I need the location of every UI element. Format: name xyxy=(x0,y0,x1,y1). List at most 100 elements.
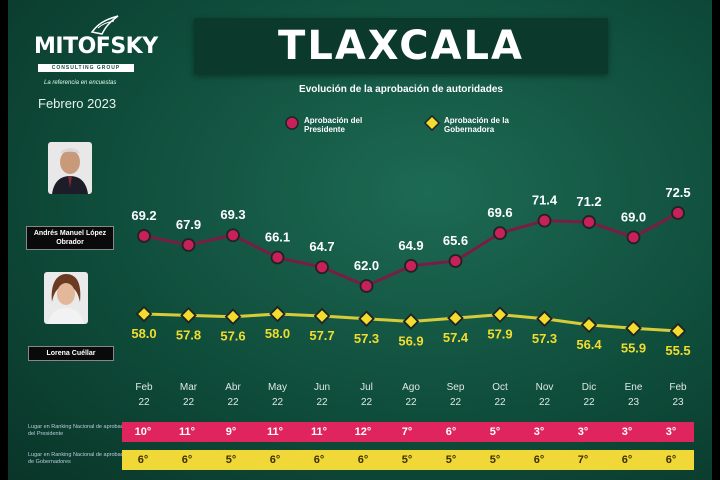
point-president-7 xyxy=(448,254,463,268)
x-tick-month-1: Mar xyxy=(180,382,198,393)
rank-cell-governor-6: 5° xyxy=(386,450,430,470)
x-tick-month-0: Feb xyxy=(135,382,153,393)
x-tick-month-7: Sep xyxy=(447,382,465,393)
rank-cell-president-11: 3° xyxy=(606,422,650,442)
ranking-row-president: 10° 11° 9° 11° 11° 12° 7° 6° 5° 3° 3° 3° 3° xyxy=(122,422,694,442)
data-label-president-0: 69.2 xyxy=(131,208,156,223)
data-label-governor-12: 55.5 xyxy=(665,343,690,358)
data-label-governor-10: 56.4 xyxy=(576,337,602,352)
point-president-4 xyxy=(315,260,329,275)
legend-governor: Aprobación de la Gobernadora xyxy=(444,116,509,134)
ranking-label-president: Lugar en Ranking Nacional de aprobación … xyxy=(28,424,131,437)
rank-cell-governor-0: 6° xyxy=(122,450,166,470)
president-name: Andrés Manuel López Obrador xyxy=(26,226,114,250)
rank-cell-governor-2: 5° xyxy=(210,450,254,470)
legend-president: Aprobación del Presidente xyxy=(304,116,363,134)
data-label-president-4: 64.7 xyxy=(309,239,334,254)
rank-cell-president-5: 12° xyxy=(342,422,386,442)
data-label-governor-9: 57.3 xyxy=(532,331,557,346)
data-label-governor-4: 57.7 xyxy=(309,328,334,343)
point-governor-6 xyxy=(402,313,420,330)
data-label-president-8: 69.6 xyxy=(487,205,512,220)
data-label-president-3: 66.1 xyxy=(265,229,290,244)
rank-cell-governor-5: 6° xyxy=(342,450,386,470)
point-governor-12 xyxy=(669,322,687,340)
point-governor-4 xyxy=(313,307,331,325)
x-tick-year-2: 22 xyxy=(227,397,239,408)
rank-cell-governor-3: 6° xyxy=(254,450,298,470)
x-tick-month-4: Jun xyxy=(314,382,330,393)
x-tick-month-12: Feb xyxy=(669,382,687,393)
x-tick-year-10: 22 xyxy=(583,397,595,408)
x-tick-year-1: 22 xyxy=(183,397,195,408)
data-label-governor-2: 57.6 xyxy=(220,329,245,344)
rank-cell-president-6: 7° xyxy=(386,422,430,442)
x-tick-month-3: May xyxy=(268,382,287,393)
rank-cell-president-8: 5° xyxy=(474,422,518,442)
x-tick-year-9: 22 xyxy=(539,397,551,408)
survey-date: Febrero 2023 xyxy=(38,96,117,111)
x-tick-year-11: 23 xyxy=(628,397,640,408)
point-president-9 xyxy=(537,213,552,228)
x-tick-month-10: Dic xyxy=(582,382,596,393)
rank-cell-governor-12: 6° xyxy=(650,450,694,470)
page-title: TLAXCALA xyxy=(278,23,524,69)
point-president-2 xyxy=(226,228,240,243)
governor-photo-icon xyxy=(44,272,88,324)
x-tick-year-7: 22 xyxy=(450,397,462,408)
x-tick-year-8: 22 xyxy=(494,397,506,408)
x-tick-month-11: Ene xyxy=(625,382,643,393)
x-tick-month-9: Nov xyxy=(536,382,554,393)
data-label-president-10: 71.2 xyxy=(576,194,601,209)
point-governor-2 xyxy=(224,308,242,326)
x-tick-year-5: 22 xyxy=(361,397,373,408)
legend-marker-president-icon xyxy=(285,116,299,130)
rank-cell-governor-11: 6° xyxy=(606,450,650,470)
point-president-1 xyxy=(181,238,196,252)
rank-cell-president-0: 10° xyxy=(122,422,166,442)
rank-cell-governor-4: 6° xyxy=(298,450,342,470)
x-tick-month-5: Jul xyxy=(360,382,373,393)
data-label-governor-8: 57.9 xyxy=(487,327,512,342)
brand-tagline: La referencia en encuestas xyxy=(44,80,117,86)
point-governor-0 xyxy=(135,305,153,323)
chart-subtitle: Evolución de la aprobación de autoridade… xyxy=(299,84,503,95)
x-tick-month-6: Ago xyxy=(402,382,420,393)
point-president-5 xyxy=(359,279,374,293)
point-president-6 xyxy=(404,258,418,273)
brand-logo: MITOFSKY xyxy=(34,34,158,59)
x-tick-month-8: Oct xyxy=(492,382,508,393)
point-president-3 xyxy=(270,250,285,265)
data-label-president-12: 72.5 xyxy=(665,185,690,200)
data-label-governor-0: 58.0 xyxy=(131,326,156,341)
data-label-president-1: 67.9 xyxy=(176,217,201,232)
point-president-12 xyxy=(671,206,685,220)
point-governor-1 xyxy=(180,307,197,324)
data-label-president-6: 64.9 xyxy=(398,238,423,253)
governor-name: Lorena Cuéllar xyxy=(28,346,114,361)
data-label-president-9: 71.4 xyxy=(532,193,558,208)
data-label-governor-7: 57.4 xyxy=(443,330,469,345)
rank-cell-president-9: 3° xyxy=(518,422,562,442)
data-label-governor-11: 55.9 xyxy=(621,340,646,355)
point-president-10 xyxy=(582,215,596,229)
x-tick-year-3: 22 xyxy=(272,397,284,408)
data-label-president-11: 69.0 xyxy=(621,209,646,224)
ranking-row-governor: 6° 6° 5° 6° 6° 6° 5° 5° 5° 6° 7° 6° 6° xyxy=(122,450,694,470)
point-president-8 xyxy=(493,226,507,241)
rank-cell-president-4: 11° xyxy=(298,422,342,442)
data-label-governor-5: 57.3 xyxy=(354,331,379,346)
point-governor-5 xyxy=(358,310,375,328)
rank-cell-president-7: 6° xyxy=(430,422,474,442)
rank-cell-president-3: 11° xyxy=(254,422,298,442)
data-label-president-2: 69.3 xyxy=(220,207,245,222)
brand-subbar: CONSULTING GROUP xyxy=(38,64,134,72)
x-tick-year-4: 22 xyxy=(316,397,328,408)
approval-line-chart: 69.2 67.9 69.3 66.1 64.7 62.0 64.9 65.6 69.6 71.4… xyxy=(131,185,690,408)
rank-cell-president-2: 9° xyxy=(210,422,254,442)
point-governor-3 xyxy=(269,305,286,323)
point-president-11 xyxy=(626,230,641,245)
x-tick-year-0: 22 xyxy=(138,397,150,408)
bird-logo-icon xyxy=(90,15,119,35)
rank-cell-president-12: 3° xyxy=(650,422,694,442)
